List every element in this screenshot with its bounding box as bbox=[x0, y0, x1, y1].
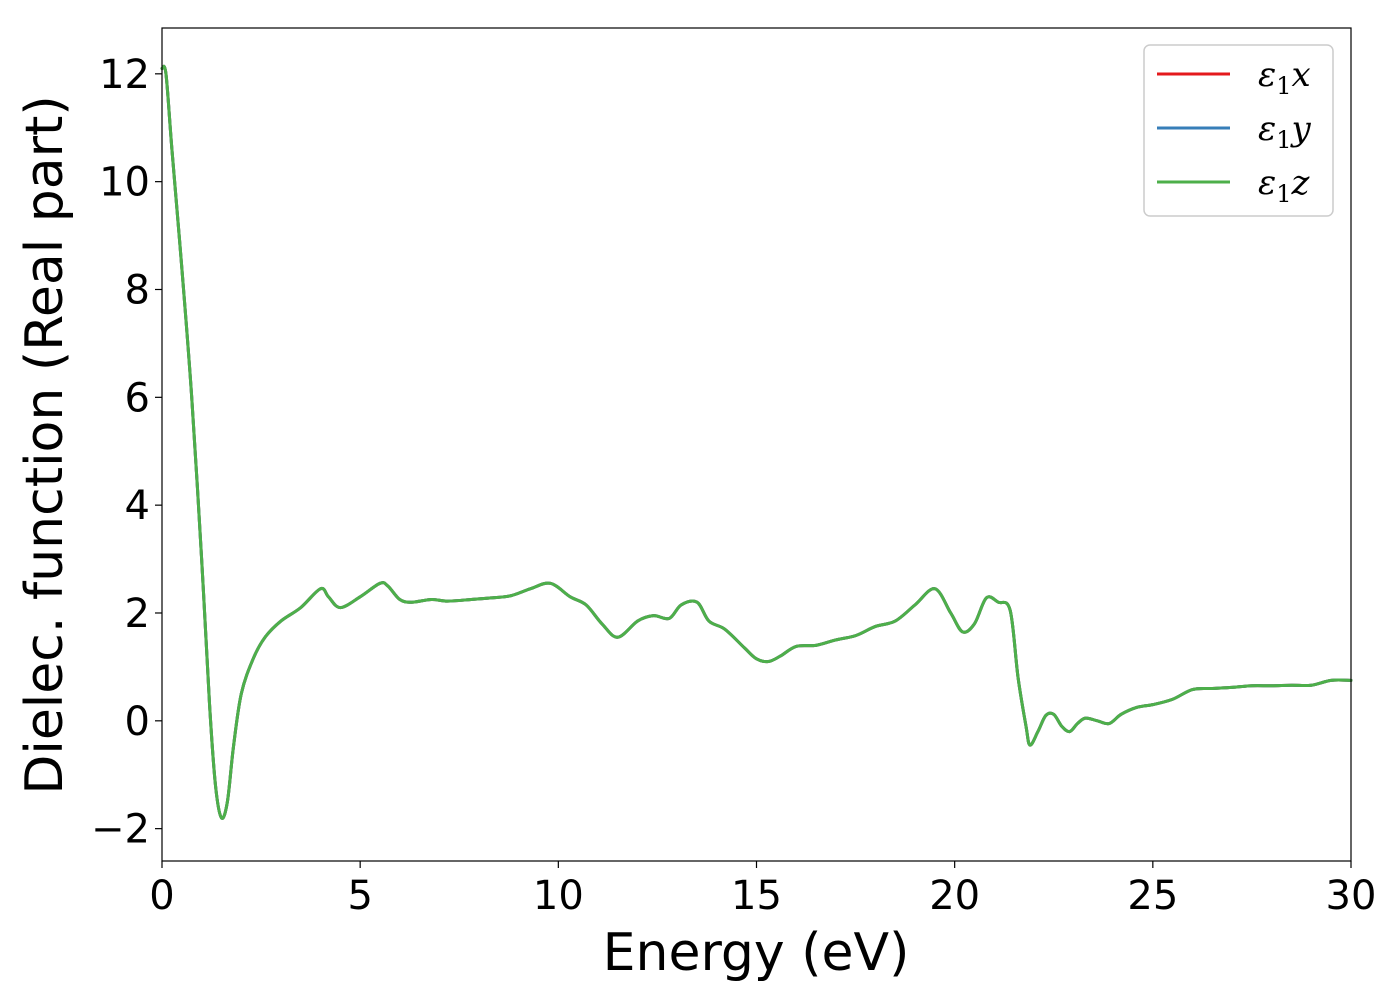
legend-label-x: ε1x bbox=[1258, 55, 1311, 100]
y-tick-label: 12 bbox=[99, 52, 150, 98]
x-tick-label: 15 bbox=[731, 873, 782, 919]
x-axis-label: Energy (eV) bbox=[603, 923, 910, 983]
x-tick-label: 10 bbox=[533, 873, 584, 919]
y-axis-label: Dielec. function (Real part) bbox=[15, 95, 75, 794]
x-tick-label: 5 bbox=[347, 873, 372, 919]
series-layer bbox=[160, 64, 1353, 820]
y-tick-label: 0 bbox=[125, 699, 150, 745]
y-axis: −2 0 2 4 6 8 10 12 bbox=[91, 52, 162, 853]
legend-label-y: ε1y bbox=[1258, 109, 1312, 154]
x-tick-label: 0 bbox=[149, 873, 174, 919]
y-tick-label: 4 bbox=[125, 483, 150, 529]
y-tick-label: 6 bbox=[125, 375, 150, 421]
legend-symbol: ε bbox=[1258, 109, 1276, 149]
legend-component: x bbox=[1292, 55, 1311, 95]
legend-subscript: 1 bbox=[1276, 126, 1291, 154]
y-tick-label: 2 bbox=[125, 591, 150, 637]
y-tick-label: −2 bbox=[91, 807, 150, 853]
x-tick-label: 20 bbox=[929, 873, 980, 919]
legend-subscript: 1 bbox=[1276, 180, 1291, 208]
series-line-z bbox=[160, 64, 1353, 820]
legend-component: y bbox=[1290, 109, 1312, 149]
legend-subscript: 1 bbox=[1276, 72, 1291, 100]
legend-symbol: ε bbox=[1258, 55, 1276, 95]
x-tick-label: 25 bbox=[1127, 873, 1178, 919]
legend-symbol: ε bbox=[1258, 163, 1276, 203]
y-tick-label: 10 bbox=[99, 160, 150, 206]
legend-component: z bbox=[1291, 163, 1311, 203]
x-axis: 0 5 10 15 20 25 30 bbox=[149, 861, 1376, 919]
x-tick-label: 30 bbox=[1326, 873, 1377, 919]
legend-label-z: ε1z bbox=[1258, 163, 1311, 208]
y-tick-label: 8 bbox=[125, 267, 150, 313]
legend-box bbox=[1143, 44, 1334, 217]
